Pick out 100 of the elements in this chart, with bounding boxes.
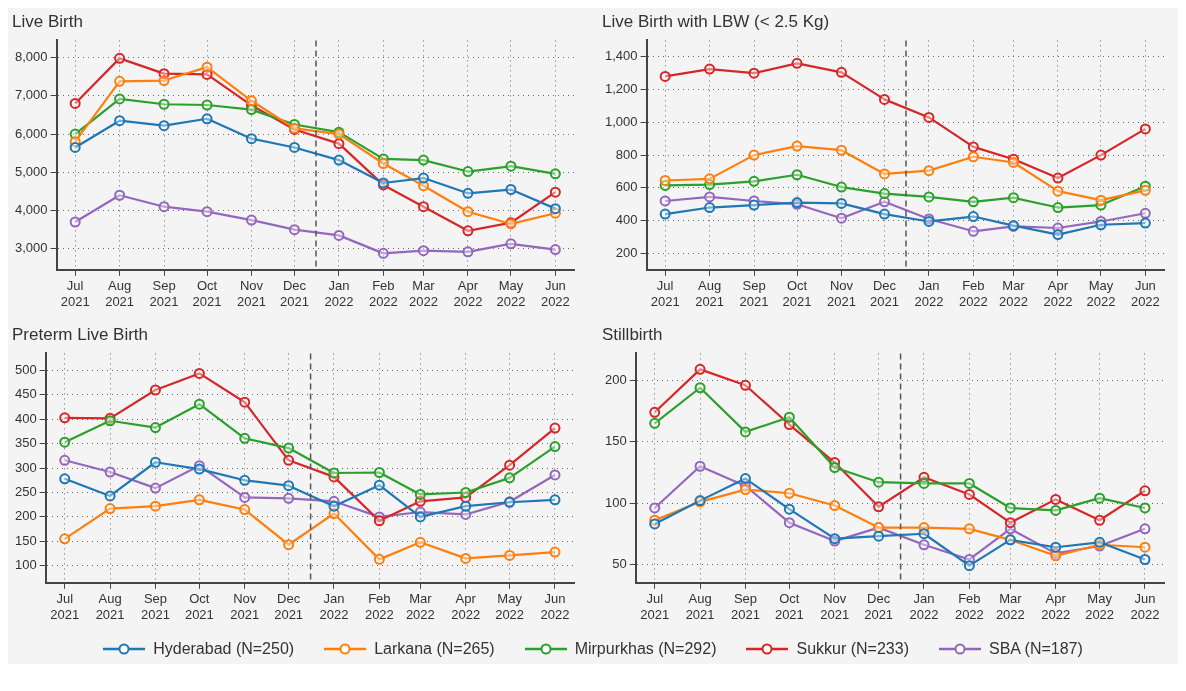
point — [967, 211, 979, 223]
x-tick-label: Oct 2021 — [192, 278, 222, 309]
point — [69, 216, 81, 228]
x-tick-label: Jan 2022 — [324, 278, 354, 309]
x-tick-label: Dec 2021 — [280, 278, 309, 309]
point — [649, 502, 661, 514]
y-tick-label: 200 — [604, 371, 627, 387]
point — [1139, 541, 1151, 553]
point — [783, 517, 795, 529]
point — [1139, 123, 1151, 135]
point — [283, 454, 295, 466]
y-tick-label: 5,000 — [14, 163, 48, 179]
point — [505, 238, 517, 250]
point — [967, 196, 979, 208]
point — [201, 113, 213, 125]
point — [1052, 229, 1064, 241]
y-tick-label: 450 — [14, 386, 37, 402]
x-tick-label: Nov 2021 — [820, 591, 850, 622]
y-tick-label: 100 — [604, 494, 627, 510]
chart-title: Stillbirth — [602, 324, 663, 344]
point — [328, 467, 340, 479]
point — [1095, 194, 1107, 206]
point — [201, 61, 213, 73]
y-tick-label: 6,000 — [14, 125, 48, 141]
point — [791, 140, 803, 152]
point — [462, 246, 474, 258]
point — [245, 104, 257, 116]
point — [193, 398, 205, 410]
y-tick-label: 300 — [14, 459, 37, 475]
y-tick-label: 800 — [615, 146, 638, 162]
point — [549, 441, 561, 453]
point — [377, 158, 389, 170]
point — [460, 500, 472, 512]
point — [104, 466, 116, 478]
x-tick-label: Jan 2022 — [909, 591, 939, 622]
point — [923, 111, 935, 123]
point — [1052, 202, 1064, 214]
point — [505, 184, 517, 196]
x-tick-label: Nov 2021 — [230, 591, 260, 622]
point — [460, 487, 472, 498]
x-tick-label: Oct 2021 — [782, 278, 812, 309]
point — [835, 144, 847, 156]
point — [201, 206, 213, 218]
point — [967, 141, 979, 153]
point — [462, 225, 474, 237]
point — [462, 166, 474, 178]
point — [659, 195, 671, 207]
x-tick-label: Apr 2022 — [1043, 278, 1073, 309]
point — [549, 546, 561, 558]
x-tick-label: May 2022 — [1086, 278, 1116, 309]
point — [1052, 185, 1064, 197]
point — [193, 367, 205, 379]
point — [963, 477, 975, 489]
x-tick-label: Nov 2021 — [827, 278, 856, 309]
point — [967, 151, 979, 163]
x-tick-label: Jul 2021 — [60, 278, 90, 309]
point — [791, 57, 803, 69]
point — [923, 191, 935, 203]
x-tick-label: Aug 2021 — [105, 278, 135, 309]
y-tick-label: 1,000 — [604, 113, 638, 129]
point — [239, 432, 251, 444]
point — [704, 173, 716, 185]
point — [967, 225, 979, 237]
point — [748, 149, 760, 161]
y-tick-label: 4,000 — [14, 202, 48, 218]
point — [328, 500, 340, 512]
y-tick-label: 250 — [14, 484, 37, 500]
point — [283, 480, 295, 492]
point — [1139, 217, 1151, 229]
x-tick-label: Jan 2022 — [914, 278, 944, 309]
point — [417, 201, 429, 213]
point — [829, 500, 841, 512]
x-tick-label: Apr 2022 — [453, 278, 483, 309]
point — [549, 469, 561, 481]
point — [414, 536, 426, 548]
point — [239, 491, 251, 503]
x-tick-label: Feb 2022 — [958, 278, 988, 309]
point — [923, 165, 935, 177]
point — [1139, 523, 1151, 535]
x-tick-label: Apr 2022 — [451, 591, 481, 622]
x-tick-label: Aug 2021 — [695, 278, 725, 309]
y-tick-label: 50 — [612, 555, 627, 571]
point — [918, 539, 930, 551]
point — [504, 549, 516, 561]
x-tick-label: Sep 2021 — [140, 591, 170, 622]
point — [505, 160, 517, 172]
point — [59, 436, 71, 448]
point — [462, 206, 474, 218]
y-tick-label: 200 — [14, 508, 37, 524]
y-tick-label: 200 — [615, 244, 638, 260]
point — [333, 154, 345, 166]
point — [739, 484, 751, 496]
x-tick-label: Sep 2021 — [739, 278, 769, 309]
point — [918, 477, 930, 489]
y-tick-label: 400 — [615, 212, 638, 228]
y-tick-label: 7,000 — [14, 87, 48, 103]
point — [1050, 541, 1062, 553]
x-tick-label: Jul 2021 — [640, 591, 670, 622]
point — [704, 202, 716, 214]
point — [373, 479, 385, 491]
